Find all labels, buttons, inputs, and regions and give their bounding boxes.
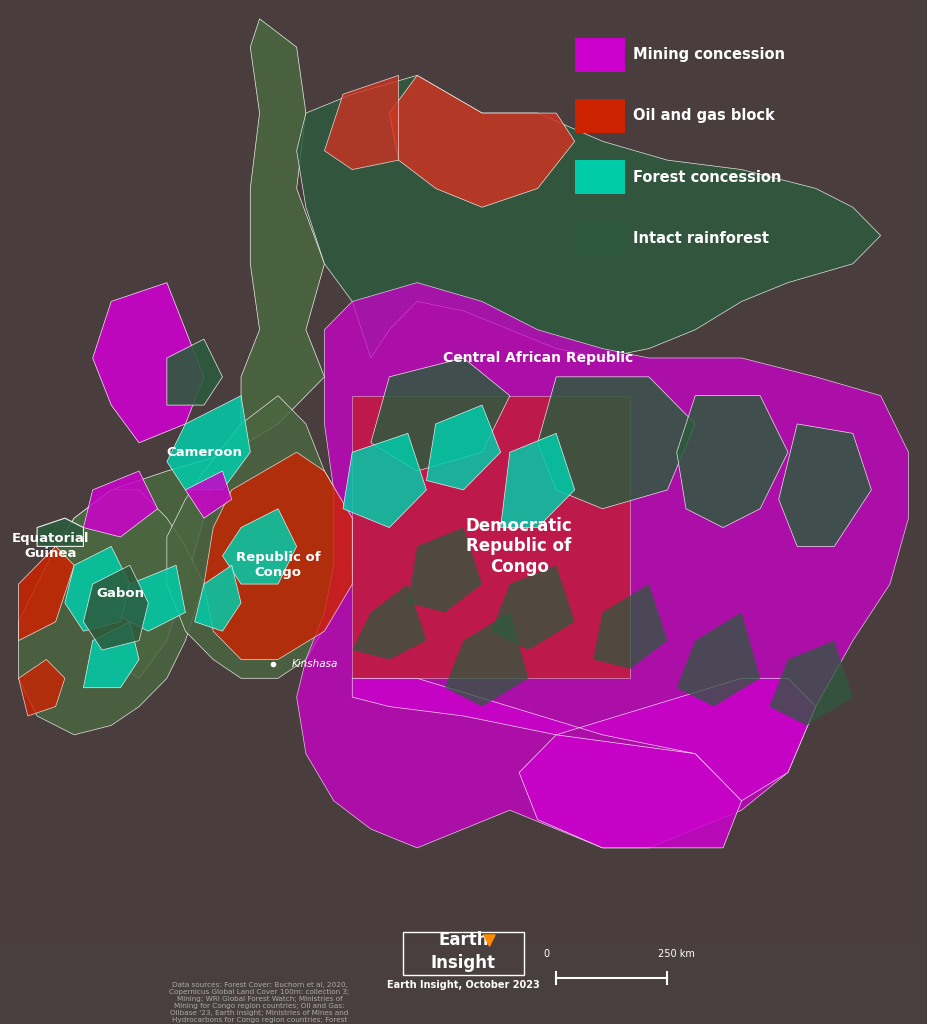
Polygon shape (19, 547, 74, 641)
Text: Oil and gas block: Oil and gas block (633, 109, 775, 123)
Text: Intact rainforest: Intact rainforest (633, 230, 769, 246)
Polygon shape (677, 612, 760, 707)
Polygon shape (19, 659, 65, 716)
Text: 0: 0 (544, 949, 550, 959)
Polygon shape (593, 584, 667, 669)
Polygon shape (371, 358, 510, 471)
Polygon shape (501, 433, 575, 527)
Text: Data sources: Forest Cover: Buchorn et al, 2020,
Copernicus Global Land Cover 10: Data sources: Forest Cover: Buchorn et a… (170, 982, 349, 1024)
Polygon shape (167, 395, 352, 678)
Polygon shape (83, 622, 139, 688)
Bar (575, 221, 625, 255)
Polygon shape (56, 18, 324, 678)
Polygon shape (111, 565, 185, 631)
Polygon shape (185, 471, 232, 518)
Bar (403, 932, 524, 975)
Polygon shape (491, 565, 575, 650)
Polygon shape (19, 489, 204, 735)
Text: Gabon: Gabon (96, 587, 145, 600)
Polygon shape (352, 584, 426, 659)
Text: Forest concession: Forest concession (633, 170, 781, 184)
Polygon shape (352, 678, 816, 801)
Text: Earth: Earth (438, 931, 489, 949)
Polygon shape (408, 527, 482, 612)
Polygon shape (519, 735, 742, 848)
Polygon shape (352, 395, 630, 678)
Polygon shape (195, 565, 241, 631)
Polygon shape (343, 433, 426, 527)
Polygon shape (538, 377, 695, 509)
Text: Republic of
Congo: Republic of Congo (235, 551, 321, 580)
Polygon shape (769, 641, 853, 725)
Polygon shape (297, 283, 908, 848)
Text: Kinshasa: Kinshasa (292, 659, 338, 669)
Text: Equatorial
Guinea: Equatorial Guinea (12, 532, 90, 560)
Polygon shape (222, 509, 297, 584)
Text: Earth Insight, October 2023: Earth Insight, October 2023 (387, 980, 540, 990)
Bar (575, 38, 625, 72)
Text: Democratic
Republic of
Congo: Democratic Republic of Congo (465, 516, 573, 577)
Polygon shape (65, 547, 130, 631)
Polygon shape (297, 76, 881, 358)
Polygon shape (93, 283, 204, 442)
Polygon shape (204, 453, 352, 659)
Bar (575, 160, 625, 195)
Polygon shape (167, 339, 222, 406)
Polygon shape (426, 406, 501, 489)
Polygon shape (37, 518, 83, 547)
Text: Insight: Insight (431, 953, 496, 972)
Bar (575, 99, 625, 133)
Polygon shape (167, 395, 250, 489)
Polygon shape (389, 76, 575, 207)
Polygon shape (324, 76, 399, 170)
Text: Mining concession: Mining concession (633, 47, 785, 62)
Text: Central African Republic: Central African Republic (442, 351, 633, 365)
Polygon shape (677, 395, 788, 527)
Polygon shape (83, 471, 158, 537)
Polygon shape (445, 612, 528, 707)
Text: Cameroon: Cameroon (166, 445, 242, 459)
Polygon shape (83, 565, 148, 650)
Polygon shape (779, 424, 871, 547)
Text: 250 km: 250 km (658, 949, 695, 959)
